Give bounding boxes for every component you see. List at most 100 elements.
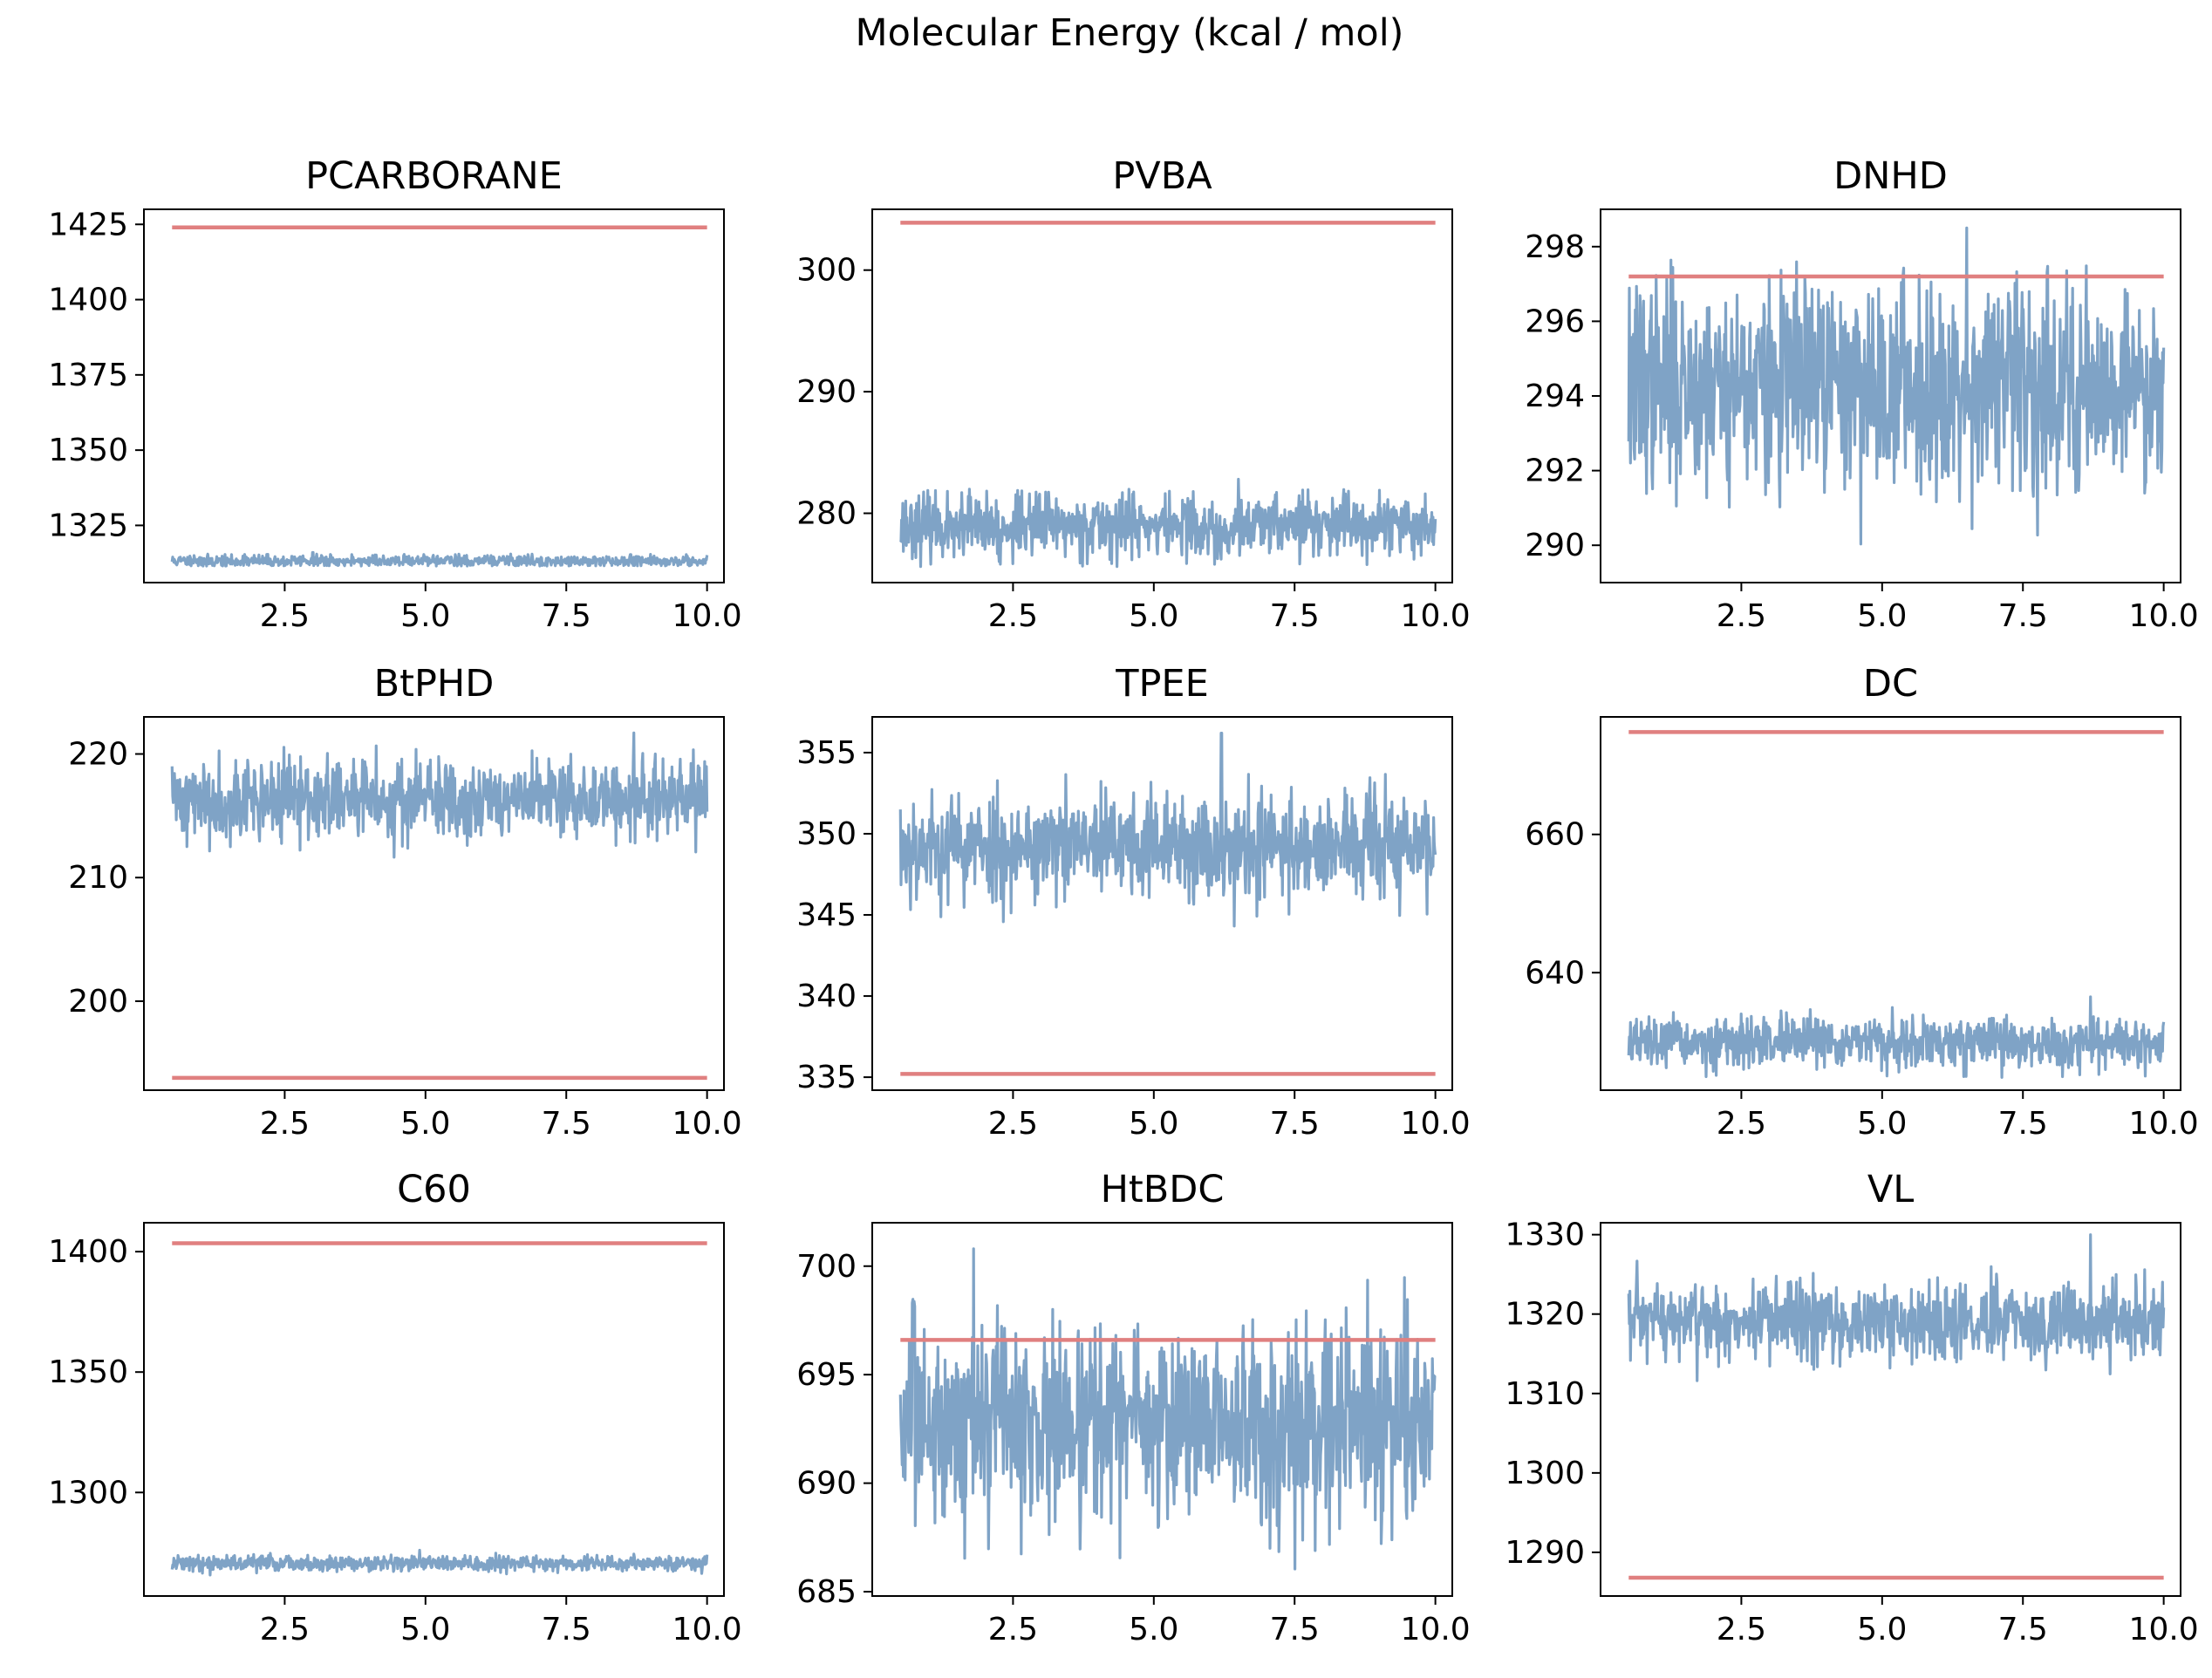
y-tick-label: 340 bbox=[796, 979, 857, 1014]
y-tick-label: 335 bbox=[796, 1060, 857, 1095]
y-tick-label: 290 bbox=[1525, 528, 1585, 563]
y-tick-label: 685 bbox=[796, 1574, 857, 1610]
y-tick-label: 296 bbox=[1525, 304, 1585, 339]
subplot-grid: PCARBORANE 2.5 5.0 7.5 10.0 1325 1350 1375 1400 1… bbox=[48, 154, 2198, 1647]
subplot-tpee: TPEE 2.5 5.0 7.5 10.0 335 340 345 350 355 bbox=[796, 662, 1470, 1142]
x-tick-label: 5.0 bbox=[400, 598, 450, 634]
subplot-pvba: PVBA 2.5 5.0 7.5 10.0 280 290 300 bbox=[796, 154, 1470, 634]
axes-frame bbox=[1600, 716, 2181, 1091]
subplot-dc: DC 2.5 5.0 7.5 10.0 640 660 bbox=[1525, 662, 2198, 1142]
x-tick-label: 2.5 bbox=[1717, 598, 1766, 634]
x-tick-label: 10.0 bbox=[1401, 598, 1471, 634]
y-tick-label: 1320 bbox=[1505, 1297, 1585, 1333]
x-tick-label: 10.0 bbox=[672, 598, 742, 634]
y-tick-label: 280 bbox=[796, 496, 857, 532]
x-tick-label: 7.5 bbox=[1998, 598, 2048, 634]
x-tick-label: 5.0 bbox=[1857, 598, 1907, 634]
subplot-title: DC bbox=[1863, 662, 1918, 706]
x-tick-label: 10.0 bbox=[2129, 1106, 2199, 1142]
y-tick-label: 294 bbox=[1525, 379, 1585, 414]
x-tick-label: 10.0 bbox=[1401, 1612, 1471, 1647]
x-tick-label: 7.5 bbox=[1998, 1106, 2048, 1142]
y-tick-label: 1350 bbox=[48, 433, 128, 468]
axes-frame bbox=[143, 716, 725, 1091]
y-tick-label: 290 bbox=[796, 374, 857, 410]
y-tick-label: 292 bbox=[1525, 454, 1585, 489]
x-tick-label: 10.0 bbox=[2129, 598, 2199, 634]
subplot-title: BtPHD bbox=[374, 662, 495, 706]
subplot-title: DNHD bbox=[1833, 154, 1948, 198]
axes-frame bbox=[871, 1222, 1453, 1597]
x-tick-label: 7.5 bbox=[542, 1106, 591, 1142]
axes-frame bbox=[871, 208, 1453, 583]
axes-frame bbox=[1600, 1222, 2181, 1597]
subplot-title: PVBA bbox=[1112, 154, 1212, 198]
x-tick-label: 2.5 bbox=[988, 1106, 1038, 1142]
axes-frame bbox=[143, 1222, 725, 1597]
y-tick-label: 355 bbox=[796, 735, 857, 771]
subplot-title: C60 bbox=[397, 1168, 471, 1211]
x-tick-label: 7.5 bbox=[1998, 1612, 2048, 1647]
x-tick-label: 10.0 bbox=[2129, 1612, 2199, 1647]
axes-frame bbox=[871, 716, 1453, 1091]
y-tick-label: 1330 bbox=[1505, 1218, 1585, 1253]
energy-trace-line bbox=[1627, 226, 2166, 546]
energy-trace-line bbox=[170, 550, 709, 568]
x-tick-label: 10.0 bbox=[672, 1106, 742, 1142]
x-tick-label: 2.5 bbox=[260, 1106, 310, 1142]
y-tick-label: 1300 bbox=[48, 1475, 128, 1511]
x-tick-label: 7.5 bbox=[1270, 598, 1320, 634]
x-tick-label: 5.0 bbox=[1857, 1106, 1907, 1142]
energy-trace-line bbox=[898, 1247, 1437, 1571]
axes-frame bbox=[143, 208, 725, 583]
x-tick-label: 5.0 bbox=[400, 1612, 450, 1647]
y-tick-label: 1350 bbox=[48, 1354, 128, 1390]
x-tick-label: 10.0 bbox=[1401, 1106, 1471, 1142]
subplot-title: VL bbox=[1867, 1168, 1914, 1211]
subplot-title: TPEE bbox=[1115, 662, 1209, 706]
y-tick-label: 1300 bbox=[1505, 1456, 1585, 1491]
y-tick-label: 660 bbox=[1525, 817, 1585, 853]
y-tick-label: 220 bbox=[68, 737, 128, 773]
x-tick-label: 7.5 bbox=[542, 1612, 591, 1647]
y-tick-label: 1425 bbox=[48, 207, 128, 242]
x-tick-label: 5.0 bbox=[400, 1106, 450, 1142]
x-tick-label: 2.5 bbox=[988, 1612, 1038, 1647]
x-tick-label: 7.5 bbox=[542, 598, 591, 634]
x-tick-label: 10.0 bbox=[672, 1612, 742, 1647]
subplot-dnhd: DNHD 2.5 5.0 7.5 10.0 290 292 294 296 298 bbox=[1525, 154, 2198, 634]
x-tick-label: 5.0 bbox=[1129, 1106, 1178, 1142]
x-tick-label: 2.5 bbox=[260, 598, 310, 634]
x-tick-label: 5.0 bbox=[1129, 598, 1178, 634]
y-tick-label: 1400 bbox=[48, 283, 128, 318]
x-tick-label: 2.5 bbox=[988, 598, 1038, 634]
x-tick-label: 5.0 bbox=[1857, 1612, 1907, 1647]
subplot-vl: VL 2.5 5.0 7.5 10.0 1290 1300 1310 1320 1330 bbox=[1505, 1168, 2198, 1647]
y-tick-label: 345 bbox=[796, 897, 857, 933]
x-tick-label: 5.0 bbox=[1129, 1612, 1178, 1647]
y-tick-label: 690 bbox=[796, 1466, 857, 1502]
x-tick-label: 7.5 bbox=[1270, 1612, 1320, 1647]
energy-trace-line bbox=[170, 731, 709, 859]
figure-title: Molecular Energy (kcal / mol) bbox=[856, 11, 1404, 55]
y-tick-label: 695 bbox=[796, 1357, 857, 1393]
y-tick-label: 1400 bbox=[48, 1234, 128, 1270]
y-tick-label: 200 bbox=[68, 984, 128, 1020]
y-tick-label: 700 bbox=[796, 1249, 857, 1285]
y-tick-label: 210 bbox=[68, 860, 128, 896]
subplot-htbdc: HtBDC 2.5 5.0 7.5 10.0 685 690 695 700 bbox=[796, 1168, 1470, 1647]
y-tick-label: 350 bbox=[796, 816, 857, 852]
x-tick-label: 7.5 bbox=[1270, 1106, 1320, 1142]
energy-trace-line bbox=[170, 1548, 709, 1577]
energy-trace-line bbox=[1627, 995, 2166, 1079]
y-tick-label: 1310 bbox=[1505, 1376, 1585, 1412]
y-tick-label: 300 bbox=[796, 253, 857, 289]
subplot-title: PCARBORANE bbox=[305, 154, 563, 198]
y-tick-label: 1290 bbox=[1505, 1535, 1585, 1571]
y-tick-label: 1325 bbox=[48, 508, 128, 543]
y-tick-label: 298 bbox=[1525, 229, 1585, 265]
subplot-btphd: BtPHD 2.5 5.0 7.5 10.0 200 210 220 bbox=[68, 662, 741, 1142]
x-tick-label: 2.5 bbox=[1717, 1106, 1766, 1142]
energy-trace-line bbox=[899, 477, 1437, 569]
